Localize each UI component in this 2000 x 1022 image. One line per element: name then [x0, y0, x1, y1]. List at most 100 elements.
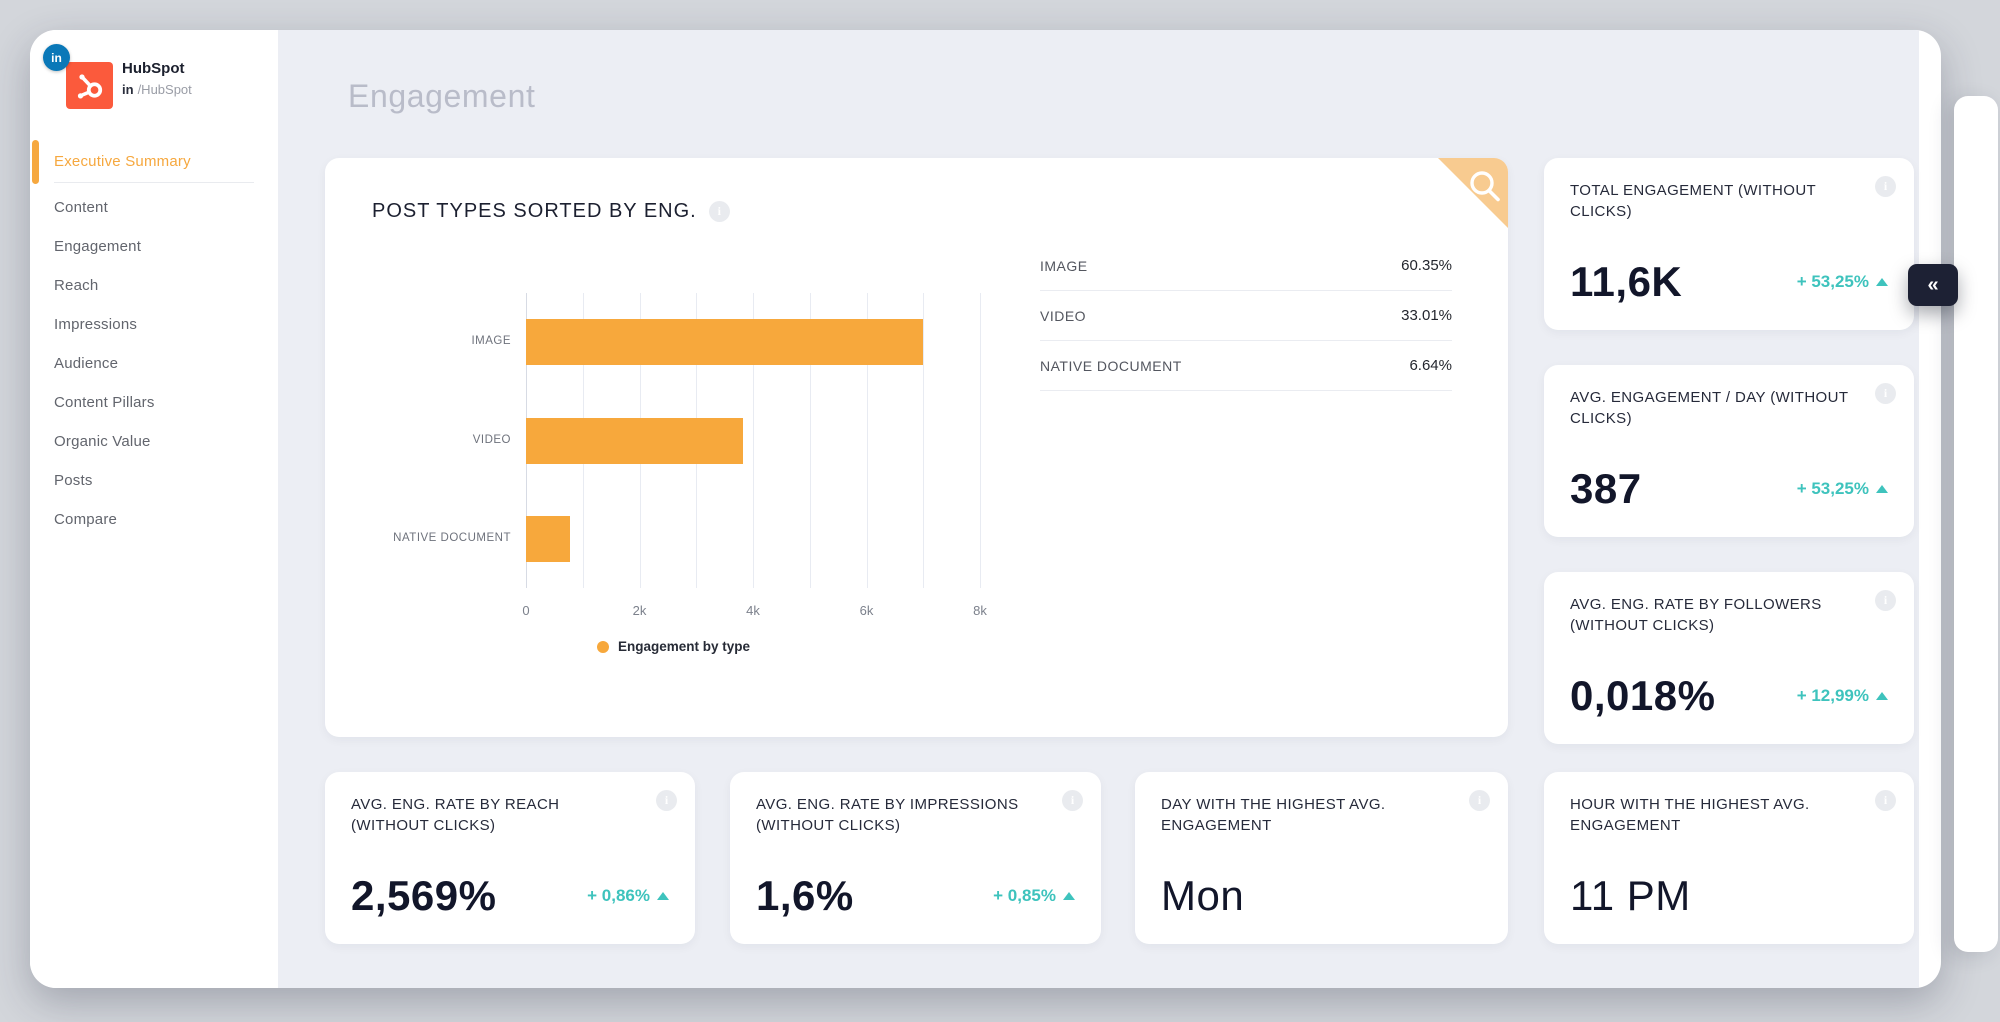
row-value: 33.01% [1401, 307, 1452, 324]
app-window: in HubSpot in/HubSpot Executive Summary … [30, 30, 1941, 988]
category-label: IMAGE [471, 335, 511, 348]
delta-value: + 0,86% [587, 886, 650, 905]
gridline [866, 293, 868, 588]
kpi-delta: + 0,85% [993, 886, 1075, 906]
info-icon[interactable]: i [708, 201, 730, 222]
kpi-card-best-hour: i HOUR WITH THE HIGHEST AVG. ENGAGEMENT … [1544, 772, 1914, 944]
sidebar-item-posts[interactable]: Posts [54, 472, 93, 489]
sidebar-item-engagement[interactable]: Engagement [54, 238, 142, 255]
category-label: NATIVE DOCUMENT [393, 531, 511, 544]
category-label: VIDEO [472, 433, 511, 446]
post-type-breakdown-table: IMAGE 60.35% VIDEO 33.01% NATIVE DOCUMEN… [1040, 241, 1452, 391]
kpi-label: HOUR WITH THE HIGHEST AVG. ENGAGEMENT [1570, 796, 1810, 834]
expand-panel-button[interactable]: « [1908, 264, 1958, 306]
kpi-card-eng-rate-followers: i AVG. ENG. RATE BY FOLLOWERS (WITHOUT C… [1544, 572, 1914, 744]
brand-name: HubSpot [122, 60, 185, 77]
kpi-card-eng-rate-reach: i AVG. ENG. RATE BY REACH (WITHOUT CLICK… [325, 772, 695, 944]
expand-chart-magnifier-button[interactable] [1438, 158, 1508, 228]
x-tick-label: 6k [859, 603, 874, 618]
sidebar-item-audience[interactable]: Audience [54, 355, 119, 372]
table-row: VIDEO 33.01% [1040, 291, 1452, 341]
sidebar-item-executive-summary[interactable]: Executive Summary [54, 153, 191, 170]
sidebar: in HubSpot in/HubSpot Executive Summary … [30, 30, 278, 988]
info-icon[interactable]: i [1469, 790, 1490, 811]
sidebar-item-reach[interactable]: Reach [54, 277, 99, 294]
kpi-card-avg-engagement-day: i AVG. ENGAGEMENT / DAY (WITHOUT CLICKS)… [1544, 365, 1914, 537]
sidebar-divider [54, 182, 254, 183]
table-row: IMAGE 60.35% [1040, 241, 1452, 291]
x-tick-label: 2k [632, 603, 647, 618]
x-tick-label: 0 [522, 603, 530, 618]
bar-native-document [526, 515, 570, 562]
chart-title: POST TYPES SORTED BY ENG. [372, 200, 697, 222]
row-value: 6.64% [1409, 357, 1452, 374]
x-tick-label: 4k [746, 603, 760, 618]
kpi-card-total-engagement: i TOTAL ENGAGEMENT (WITHOUT CLICKS) 11,6… [1544, 158, 1914, 330]
delta-value: + 53,25% [1796, 272, 1869, 291]
gridline [809, 293, 811, 588]
gridline [980, 293, 981, 588]
x-tick-label: 8k [973, 603, 987, 618]
kpi-value: 11 PM [1570, 872, 1691, 919]
kpi-delta: + 53,25% [1797, 479, 1888, 499]
chart-title-row: POST TYPES SORTED BY ENG. i [372, 200, 730, 223]
active-nav-indicator [32, 140, 39, 184]
kpi-value: 0,018% [1570, 672, 1716, 719]
gridline [753, 293, 754, 588]
sidebar-item-impressions[interactable]: Impressions [54, 316, 138, 333]
sidebar-item-compare[interactable]: Compare [54, 511, 118, 528]
row-value: 60.35% [1401, 257, 1452, 274]
delta-value: + 53,25% [1796, 479, 1869, 498]
kpi-card-eng-rate-impressions: i AVG. ENG. RATE BY IMPRESSIONS (WITHOUT… [730, 772, 1101, 944]
brand-handle: in/HubSpot [122, 82, 192, 97]
sidebar-item-organic-value[interactable]: Organic Value [54, 433, 151, 450]
hubspot-logo-icon [66, 62, 113, 109]
table-row: NATIVE DOCUMENT 6.64% [1040, 341, 1452, 391]
delta-value: + 0,85% [993, 886, 1056, 905]
kpi-label: DAY WITH THE HIGHEST AVG. ENGAGEMENT [1161, 796, 1386, 834]
info-icon[interactable]: i [1875, 790, 1896, 811]
info-icon[interactable]: i [1062, 790, 1083, 811]
gridline [923, 293, 925, 588]
kpi-delta: + 53,25% [1797, 272, 1888, 292]
page-title: Engagement [348, 78, 536, 114]
trend-up-icon [657, 892, 669, 900]
kpi-value: 2,569% [351, 872, 497, 919]
trend-up-icon [1063, 892, 1075, 900]
trend-up-icon [1876, 278, 1888, 286]
collapsed-right-panel[interactable] [1954, 96, 1998, 952]
trend-up-icon [1876, 692, 1888, 700]
kpi-value: 1,6% [756, 872, 854, 919]
info-icon[interactable]: i [656, 790, 677, 811]
linkedin-badge-icon: in [43, 44, 70, 71]
kpi-label: TOTAL ENGAGEMENT (WITHOUT CLICKS) [1570, 182, 1816, 220]
kpi-delta: + 0,86% [587, 886, 669, 906]
sidebar-item-content-pillars[interactable]: Content Pillars [54, 394, 155, 411]
info-icon[interactable]: i [1875, 383, 1896, 404]
brand-handle-network: in [122, 82, 134, 97]
legend-label: Engagement by type [618, 639, 751, 654]
kpi-delta: + 12,99% [1797, 686, 1888, 706]
kpi-label: AVG. ENG. RATE BY FOLLOWERS (WITHOUT CLI… [1570, 596, 1822, 634]
kpi-value: Mon [1161, 872, 1245, 919]
sidebar-item-content[interactable]: Content [54, 199, 108, 216]
bar-chart: IMAGE VIDEO NATIVE DOCUMENT 0 2k 4k 6k 8k [325, 158, 1508, 737]
kpi-value: 11,6K [1570, 258, 1683, 305]
chart-legend: Engagement by type [597, 639, 750, 654]
bar-video [526, 417, 744, 464]
kpi-label: AVG. ENG. RATE BY IMPRESSIONS (WITHOUT C… [756, 796, 1019, 834]
trend-up-icon [1876, 485, 1888, 493]
info-icon[interactable]: i [1875, 176, 1896, 197]
legend-dot-icon [597, 640, 609, 653]
kpi-value: 387 [1570, 465, 1642, 512]
kpi-label: AVG. ENG. RATE BY REACH (WITHOUT CLICKS) [351, 796, 560, 834]
bar-image [526, 319, 924, 366]
info-icon[interactable]: i [1875, 590, 1896, 611]
delta-value: + 12,99% [1796, 686, 1869, 705]
kpi-card-best-day: i DAY WITH THE HIGHEST AVG. ENGAGEMENT M… [1135, 772, 1508, 944]
row-label: VIDEO [1040, 307, 1087, 324]
post-types-chart-card: POST TYPES SORTED BY ENG. i IMAGE VIDEO NA… [325, 158, 1508, 737]
brand-handle-path: /HubSpot [137, 82, 192, 97]
kpi-label: AVG. ENGAGEMENT / DAY (WITHOUT CLICKS) [1570, 389, 1849, 427]
row-label: IMAGE [1040, 257, 1088, 274]
